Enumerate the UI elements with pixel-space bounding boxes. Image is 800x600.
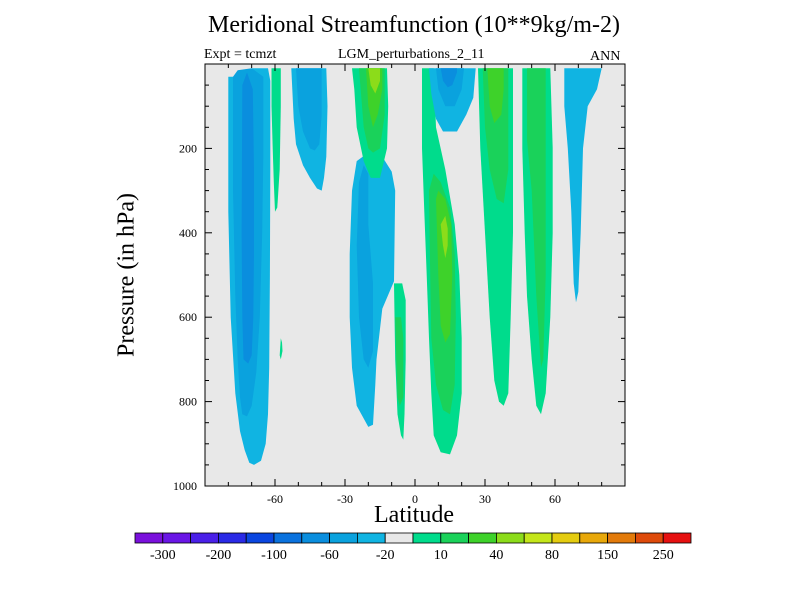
y-tick-label: 600 [179,310,197,324]
x-tick-label: 0 [412,492,418,506]
contour-sh-mid-cell-core [296,68,322,151]
colorbar-label: 40 [489,548,503,563]
colorbar-label: -20 [376,548,395,563]
x-tick-label: -30 [337,492,353,506]
y-tick-label: 800 [179,395,197,409]
contour-sh-polar-green [271,68,281,212]
colorbar-box [440,532,469,544]
colorbar: -300 -200 -100 -60 -20 10 40 80 150 250 [134,532,692,563]
axis-ticks: -60 -30 0 30 60 200 400 600 800 1000 [173,64,626,506]
colorbar-box [134,532,164,544]
colorbar-box [495,532,525,544]
contour-nh-polar-blue [564,68,602,303]
colorbar-box [551,532,581,544]
contour-tropical-green-2 [395,317,404,406]
colorbar-label: -200 [206,548,232,563]
colorbar-box [412,532,442,544]
chart-title: Meridional Streamfunction (10**9kg/m-2) [208,12,620,38]
y-tick-label: 200 [179,141,197,155]
colorbar-label: 10 [434,548,448,563]
colorbar-box [607,532,636,544]
experiment-label: Expt = tcmzt [204,47,277,62]
colorbar-box [190,532,219,544]
colorbar-box [162,532,192,544]
contour-nh-upper-blue-3 [440,68,457,88]
contour-nh-hadley-cell-4 [440,215,448,259]
contour-nh-hadley-cell-3 [436,190,453,343]
colorbar-box [356,532,386,544]
contour-sh-upper-green-4 [368,68,380,94]
colorbar-box [245,532,275,544]
colorbar-box [468,532,497,544]
season-label: ANN [590,49,621,64]
colorbar-box [523,532,553,544]
colorbar-label: 80 [545,548,559,563]
colorbar-box [384,532,414,544]
colorbar-box [273,532,303,544]
colorbar-box [662,532,692,544]
colorbar-box [329,532,358,544]
contour-sh-subtropical-cell-core [241,72,254,364]
colorbar-label: -60 [320,548,339,563]
x-tick-label: 30 [479,492,491,506]
contour-sh-polar-green-small [279,338,283,360]
colorbar-label: -300 [150,548,176,563]
contour-sh-tropical-cell-core [356,165,373,368]
x-tick-label: 60 [549,492,561,506]
colorbar-label: -100 [261,548,287,563]
colorbar-box [579,532,608,544]
contour-nh-jet-green-2 [527,68,546,368]
y-tick-label: 400 [179,226,197,240]
x-axis-label: Latitude [374,502,454,528]
colorbar-box [635,532,664,544]
dataset-label: LGM_perturbations_2_11 [338,47,485,62]
colorbar-label: 250 [653,548,674,563]
contour-nh-mid-cell-3 [487,68,504,124]
y-tick-label: 1000 [173,479,197,493]
contour-fills [228,68,602,465]
colorbar-box [217,532,247,544]
colorbar-label: 150 [597,548,618,563]
x-tick-label: -60 [267,492,283,506]
colorbar-box [301,532,330,544]
